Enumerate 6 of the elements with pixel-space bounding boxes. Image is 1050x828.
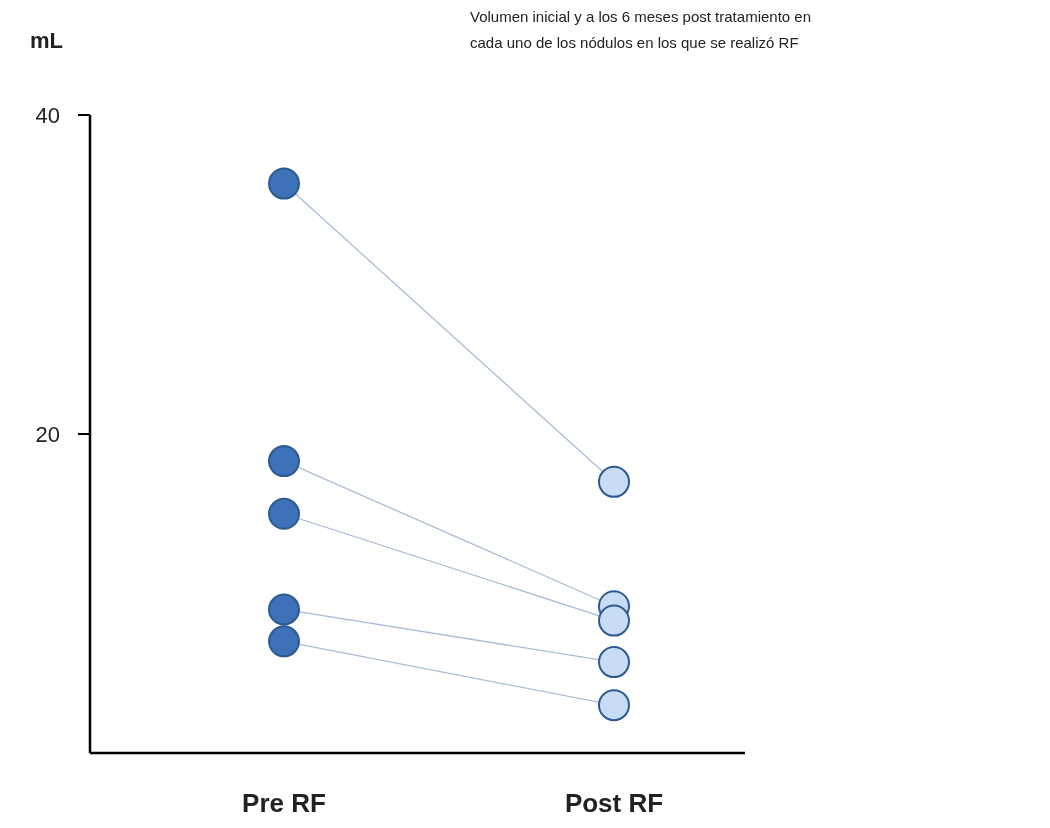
x-tick-label: Post RF	[564, 788, 664, 818]
y-tick-label: 20	[35, 421, 60, 447]
x-tick-label: Pre RF	[242, 788, 326, 818]
y-axis-title: mL	[30, 28, 63, 53]
chart-title: Volumen inicial y a los 6 meses post tratamiento en cada uno de los nódulos en los que se realizó RF	[470, 8, 812, 51]
y-tick-label: 40	[35, 102, 60, 128]
